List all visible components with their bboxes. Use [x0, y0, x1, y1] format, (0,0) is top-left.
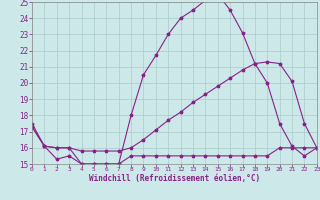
- X-axis label: Windchill (Refroidissement éolien,°C): Windchill (Refroidissement éolien,°C): [89, 174, 260, 183]
